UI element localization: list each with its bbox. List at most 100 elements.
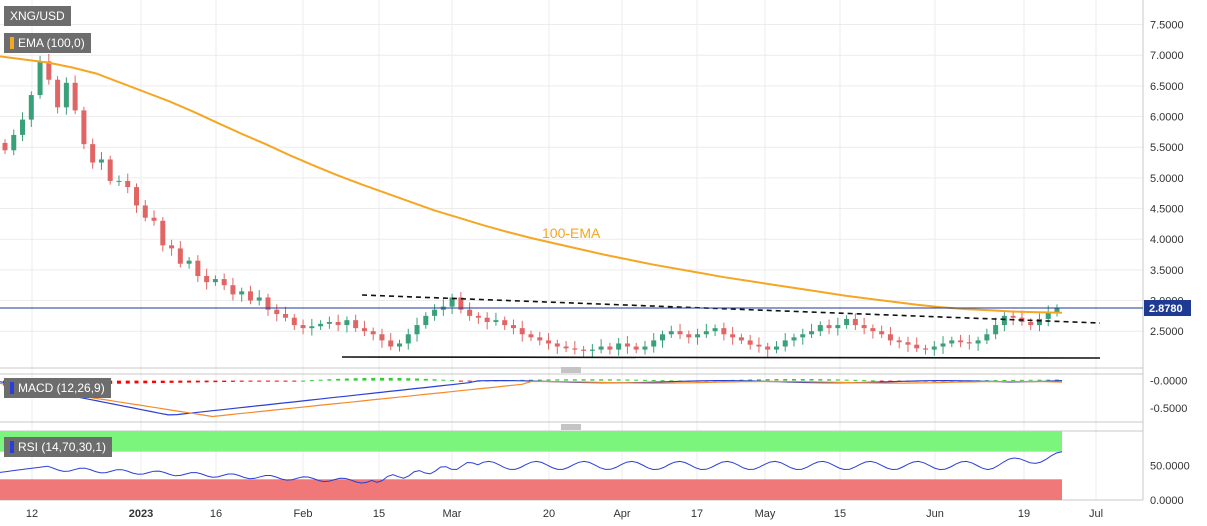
macd-histogram-bar <box>748 379 753 381</box>
candle-body <box>870 328 876 332</box>
macd-histogram-bar <box>327 379 332 381</box>
candle-body <box>572 348 578 350</box>
macd-histogram-bar <box>187 380 192 383</box>
macd-histogram-bar <box>397 378 402 381</box>
y-tick-label: 7.0000 <box>1150 50 1184 62</box>
candle-body <box>931 346 937 350</box>
candle-body <box>247 291 253 301</box>
candle-body <box>598 346 604 350</box>
candle-body <box>624 343 630 347</box>
macd-histogram-bar <box>800 378 805 381</box>
candle-body <box>370 331 376 335</box>
macd-histogram-bar <box>239 380 244 382</box>
macd-histogram-bar <box>1028 379 1033 381</box>
candle-body <box>791 337 797 341</box>
macd-y-tick-label: -0.5000 <box>1150 403 1187 415</box>
candle-body <box>388 340 394 347</box>
macd-histogram-bar <box>765 379 770 381</box>
candle-body <box>318 323 324 327</box>
y-tick-label: 6.5000 <box>1150 81 1184 93</box>
candle-body <box>896 340 902 343</box>
candle-body <box>11 134 17 151</box>
rsi-oversold-zone <box>0 479 1062 500</box>
macd-histogram-bar <box>564 379 569 381</box>
x-tick-label: Apr <box>613 508 630 520</box>
candle-body <box>528 334 534 338</box>
candle-body <box>695 334 701 338</box>
rsi-line <box>0 451 1063 484</box>
macd-histogram-bar <box>739 379 744 381</box>
candle-body <box>63 82 69 108</box>
horizontal-support-line <box>341 356 1101 359</box>
x-tick-label: May <box>755 508 776 520</box>
candle-body <box>72 82 78 111</box>
candle-body <box>782 340 788 347</box>
macd-histogram-bar <box>160 380 165 384</box>
macd-histogram-bar <box>169 380 174 383</box>
candle-body <box>756 344 762 347</box>
macd-histogram-bar <box>1011 379 1016 381</box>
candle-body <box>668 331 674 335</box>
macd-histogram-bar <box>362 378 367 381</box>
x-tick-label: Jul <box>1089 508 1103 520</box>
candle-body <box>712 328 718 332</box>
ema-100-line <box>0 55 1063 314</box>
candle-body <box>20 119 26 135</box>
macd-histogram-bar <box>607 379 612 381</box>
candle-body <box>975 340 981 344</box>
macd-histogram-bar <box>301 380 306 382</box>
candle-body <box>519 328 525 335</box>
macd-histogram-bar <box>309 380 314 382</box>
candle-body <box>344 320 350 326</box>
macd-histogram-bar <box>669 380 674 382</box>
candle-body <box>484 317 490 322</box>
candle-body <box>379 334 385 341</box>
candle-body <box>423 315 429 326</box>
rsi-indicator-label: RSI (14,70,30,1) <box>4 437 113 457</box>
macd-histogram-bar <box>406 378 411 381</box>
x-tick-label: Mar <box>443 508 462 520</box>
candle-body <box>300 325 306 329</box>
candle-body <box>432 309 438 316</box>
macd-histogram-bar <box>835 379 840 381</box>
macd-histogram-bar <box>178 380 183 383</box>
candle-body <box>686 334 692 338</box>
rsi-overbought-zone <box>0 431 1062 452</box>
candle-body <box>475 315 481 318</box>
candle-body <box>81 110 87 145</box>
candle-body <box>554 343 560 347</box>
macd-histogram-bar <box>388 377 393 381</box>
x-tick-label: 19 <box>1018 508 1030 520</box>
candle-body <box>966 342 972 344</box>
x-tick-label: 2023 <box>129 508 153 520</box>
candle-body <box>721 328 727 335</box>
candle-body <box>861 325 867 329</box>
candle-body <box>852 318 858 326</box>
candle-body <box>142 205 148 218</box>
candle-body <box>221 279 227 286</box>
candle-body <box>835 325 841 329</box>
candle-body <box>107 159 113 181</box>
macd-histogram-bar <box>230 380 235 382</box>
candle-body <box>458 297 464 310</box>
candle-body <box>291 317 297 326</box>
macd-histogram-bar <box>625 379 630 381</box>
macd-histogram-bar <box>1019 379 1024 381</box>
macd-histogram-bar <box>984 380 989 382</box>
macd-histogram-bar <box>651 379 656 381</box>
macd-indicator-label: MACD (12,26,9) <box>4 378 111 398</box>
candle-body <box>195 260 201 276</box>
plot-background <box>0 0 1143 500</box>
y-tick-label: 3.5000 <box>1150 265 1184 277</box>
symbol-label: XNG/USD <box>4 6 71 26</box>
candle-body <box>204 276 210 283</box>
macd-histogram-bar <box>870 380 875 382</box>
macd-histogram-bar <box>274 380 279 382</box>
macd-histogram-bar <box>993 380 998 382</box>
macd-histogram-bar <box>152 380 157 384</box>
macd-histogram-bar <box>642 379 647 381</box>
candle-body <box>405 334 411 344</box>
candle-body <box>353 320 359 329</box>
rsi-y-tick-label: 50.0000 <box>1150 461 1190 473</box>
candle-body <box>651 340 657 347</box>
